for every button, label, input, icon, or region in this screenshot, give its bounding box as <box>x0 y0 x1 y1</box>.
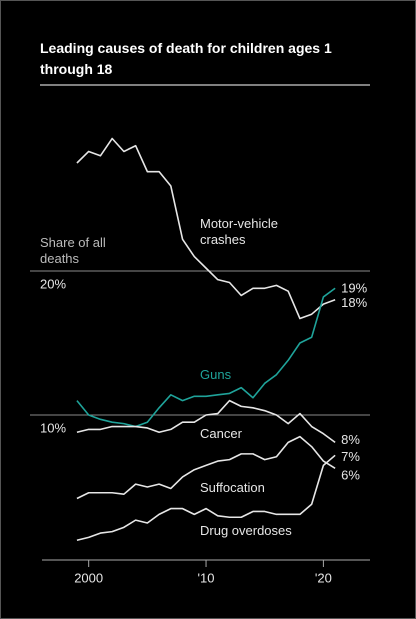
value-label: 18% <box>341 295 367 310</box>
x-tick-label: 2000 <box>74 570 103 585</box>
series-line <box>76 435 336 500</box>
series-line <box>76 454 336 542</box>
series-label: Suffocation <box>200 480 265 495</box>
chart-title: Leading causes of death for children age… <box>40 40 332 77</box>
value-label: 7% <box>341 449 360 464</box>
series-label: Drug overdoses <box>200 523 292 538</box>
series-label: Motor-vehicle crashes <box>200 216 279 247</box>
annotation: Share of all deaths <box>40 235 106 266</box>
value-label: 8% <box>341 432 360 447</box>
series-line <box>76 399 336 444</box>
y-tick-label: 20% <box>40 276 66 291</box>
x-tick-label: '10 <box>198 570 215 585</box>
series-line <box>76 137 336 320</box>
series-label: Cancer <box>200 426 242 441</box>
y-tick-label: 10% <box>40 420 66 435</box>
value-label: 19% <box>341 281 367 296</box>
value-label: 6% <box>341 468 360 483</box>
series-line <box>76 287 336 428</box>
series-label: Guns <box>200 367 232 382</box>
x-tick-label: '20 <box>315 570 332 585</box>
